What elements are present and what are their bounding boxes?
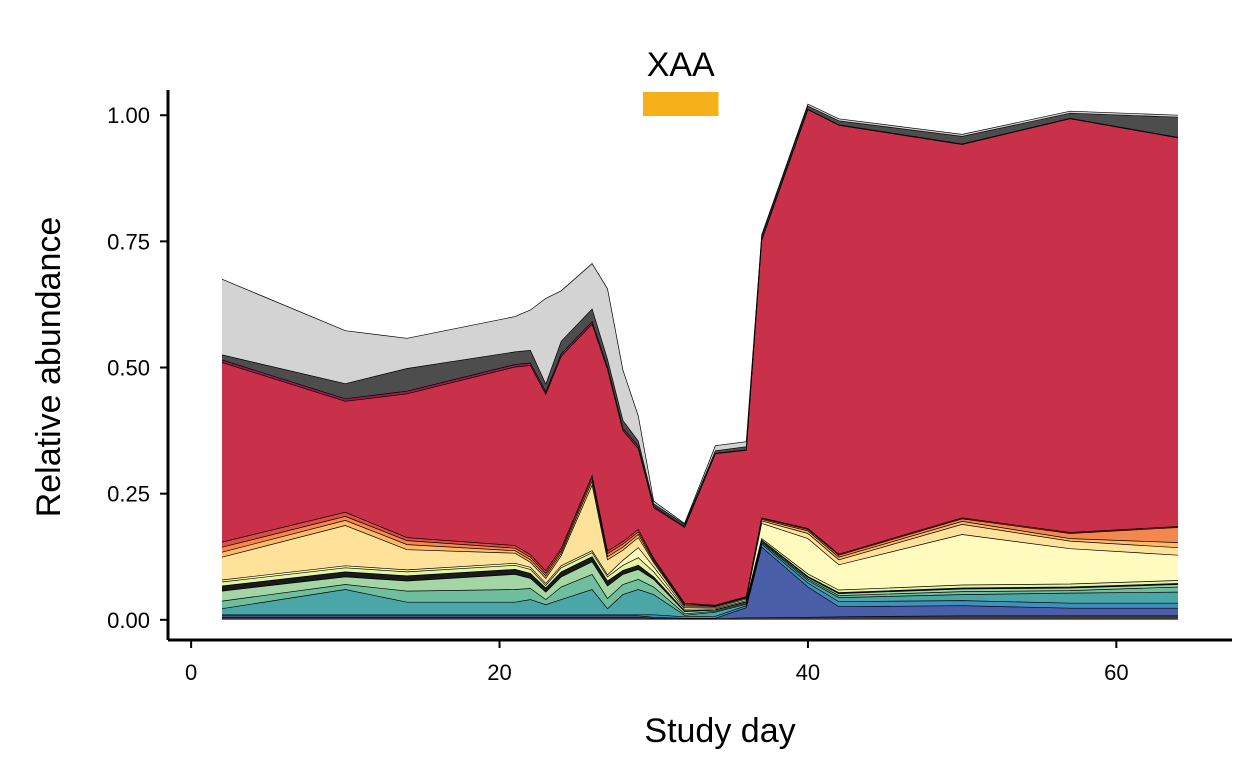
area-boundary-1 [222,615,1178,620]
area-series-12 [222,478,1178,607]
annotation-label: XAA [647,46,715,84]
area-boundary-9 [221,522,1179,609]
area-boundary-4 [221,541,1179,616]
area-boundary-11 [221,479,1179,607]
axes: 0 20 40 60 0.00 0.25 0.50 0.75 1.00 [107,90,1232,685]
x-tick-label: 60 [1104,660,1128,685]
area-boundary-13 [221,474,1179,606]
area-boundary-10 [221,483,1179,608]
y-ticks: 0.00 0.25 0.50 0.75 1.00 [107,103,168,633]
area-boundary-15 [221,108,1179,528]
area-series-2 [222,547,1178,619]
area-boundary-16 [221,105,1179,525]
annotation: XAA [642,46,719,116]
area-series-13 [222,475,1178,606]
x-tick-label: 20 [487,660,511,685]
area-series-7 [222,540,1178,612]
area-series-8 [222,538,1178,611]
area-boundary-2 [222,546,1178,619]
area-boundary-7 [221,539,1179,612]
area-boundary-17 [221,103,1179,524]
y-tick-label: 1.00 [107,103,150,128]
area-series-9 [222,523,1178,610]
area-series-5 [222,541,1178,616]
area-series-14 [222,109,1178,606]
area-boundary-3 [222,543,1178,618]
y-axis-title: Relative abundance [30,217,68,518]
area-series-1 [222,615,1178,620]
area-boundary-6 [221,539,1179,613]
y-tick-label: 0.00 [107,608,150,633]
area-boundary-12 [221,476,1179,607]
treatment-bar [642,92,719,116]
x-tick-label: 0 [185,660,197,685]
x-axis-title: Study day [644,712,795,750]
x-tick-label: 40 [796,660,820,685]
y-tick-label: 0.50 [107,356,150,381]
stacked-areas [221,103,1179,620]
x-ticks: 0 20 40 60 [185,640,1129,685]
area-series-4 [222,542,1178,617]
area-boundary-8 [221,537,1179,610]
area-boundary-14 [221,109,1179,529]
area-boundary-5 [221,540,1179,615]
y-tick-label: 0.75 [107,229,150,254]
y-tick-label: 0.25 [107,482,150,507]
